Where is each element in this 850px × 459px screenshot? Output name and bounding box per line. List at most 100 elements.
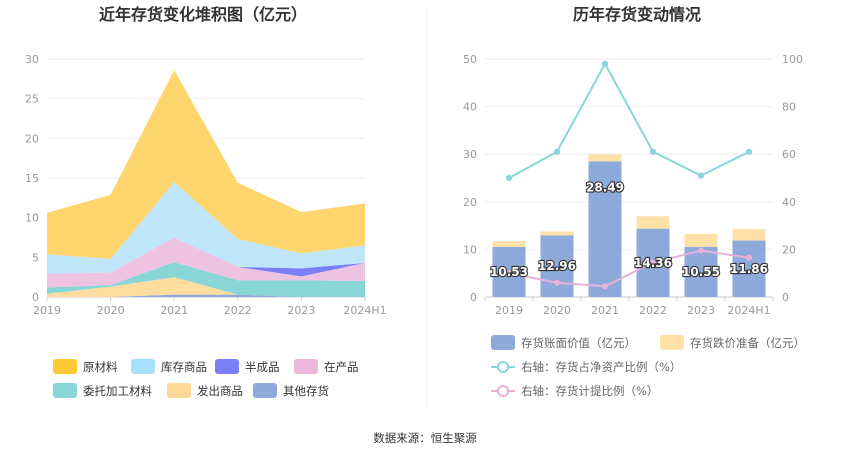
right-legend: 存货账面价值（亿元） 存货跌价准备（亿元） 右轴：存货占净资产比例（%） 右轴：存货计…: [491, 335, 805, 398]
bar-impairment-reserve: [732, 229, 766, 241]
bar-impairment-reserve: [684, 233, 718, 247]
left-x-tick-label: 2024H1: [343, 304, 386, 317]
legend-swatch: [253, 383, 277, 398]
line-point: [745, 148, 753, 155]
legend-marker: [497, 361, 509, 373]
area-series-其他存货: [47, 294, 365, 297]
left-area-series: [47, 70, 365, 297]
left-x-axis: 2019 2020 2021 2022 2023 2024H1: [33, 297, 387, 317]
left-x-tick-label: 2023: [287, 304, 315, 317]
bar-value-label: 11.86: [730, 262, 768, 276]
left-x-tick-label: 2020: [97, 304, 125, 317]
bar-inventory-value: [684, 246, 718, 297]
legend-label: 存货跌价准备（亿元）: [690, 336, 805, 350]
right-right-y-tick-label: 80: [782, 101, 796, 114]
right-right-y-axis: 0 20 40 60 80 100: [782, 53, 803, 304]
right-left-y-tick-label: 20: [463, 196, 477, 209]
legend-swatch: [131, 359, 155, 374]
right-chart-title: 历年存货变动情况: [573, 5, 701, 24]
legend-swatch: [53, 383, 77, 398]
left-x-tick-label: 2021: [160, 304, 188, 317]
line-point: [745, 254, 753, 261]
area-series-在产品: [47, 237, 365, 288]
line-point: [697, 172, 705, 179]
left-y-axis: 0 5 10 15 20 25 30: [25, 53, 39, 304]
right-data-labels: 10.53 12.96 28.49 14.36 10.55 11.86: [489, 179, 769, 280]
area-series-库存商品: [47, 182, 365, 274]
right-left-y-tick-label: 50: [463, 53, 477, 66]
line-point: [553, 148, 561, 155]
legend-swatch: [167, 383, 191, 398]
legend-marker: [497, 385, 509, 397]
line-point: [505, 174, 513, 182]
line-point: [601, 283, 609, 290]
bar-inventory-value: [540, 235, 574, 297]
bar-value-label: 10.53: [490, 265, 528, 279]
bar-value-label: 10.55: [682, 265, 720, 279]
legend-swatch: [53, 359, 77, 374]
line-point: [505, 270, 513, 277]
bar-impairment-reserve: [588, 154, 622, 162]
right-x-tick-label: 2020: [543, 304, 571, 317]
bar-impairment-reserve: [636, 216, 670, 229]
right-x-axis: 2019 2020 2021 2022 2023 2024H1: [484, 297, 774, 317]
bar-impairment-reserve: [492, 241, 526, 247]
legend-label: 原材料: [83, 360, 118, 374]
bar-value-label: 12.96: [538, 259, 576, 273]
right-left-y-tick-label: 40: [463, 101, 477, 114]
bar-inventory-value: [732, 240, 766, 297]
legend-label: 其他存货: [283, 384, 329, 398]
legend-label: 委托加工材料: [83, 384, 152, 398]
legend-swatch: [215, 359, 239, 374]
right-left-y-tick-label: 0: [470, 291, 477, 304]
right-x-tick-label: 2019: [495, 304, 523, 317]
line-series-inventory-ratio: [508, 61, 750, 179]
right-x-tick-label: 2023: [687, 304, 715, 317]
right-left-y-tick-label: 30: [463, 148, 477, 161]
right-right-y-tick-label: 60: [782, 148, 796, 161]
line-point: [649, 148, 657, 155]
right-right-y-tick-label: 40: [782, 196, 796, 209]
right-x-tick-label: 2022: [639, 304, 667, 317]
bar-inventory-value: [588, 161, 622, 297]
data-source-note: 数据来源：恒生聚源: [373, 431, 477, 445]
left-y-tick-label: 20: [25, 132, 39, 145]
left-chart-title: 近年存货变化堆积图（亿元）: [99, 5, 307, 24]
bar-value-label: 14.36: [634, 256, 672, 270]
right-line-series: [505, 60, 753, 290]
left-y-tick-label: 10: [25, 212, 39, 225]
left-y-tick-label: 0: [32, 291, 39, 304]
left-y-tick-label: 25: [25, 93, 39, 106]
legend-swatch: [660, 335, 684, 350]
line-point: [697, 247, 705, 254]
right-bar-series: [492, 154, 766, 297]
bar-impairment-reserve: [540, 231, 574, 236]
area-series-原材料: [47, 70, 365, 259]
left-y-tick-label: 30: [25, 53, 39, 66]
line-point: [601, 60, 609, 67]
left-x-tick-label: 2019: [33, 304, 61, 317]
right-x-tick-label: 2024H1: [727, 304, 770, 317]
right-left-y-axis: 0 10 20 30 40 50: [463, 53, 477, 304]
legend-label: 库存商品: [161, 360, 207, 374]
area-series-委托加工材料: [47, 262, 365, 297]
area-series-发出商品: [47, 277, 365, 297]
legend-label: 右轴：存货占净资产比例（%）: [521, 360, 681, 374]
legend-label: 在产品: [324, 360, 359, 374]
left-x-tick-label: 2022: [224, 304, 252, 317]
line-series-provision-ratio: [508, 249, 750, 288]
line-point: [649, 259, 657, 266]
right-right-y-tick-label: 100: [782, 53, 803, 66]
right-x-tick-label: 2021: [591, 304, 619, 317]
legend-label: 半成品: [245, 360, 280, 374]
line-point: [553, 279, 561, 286]
legend-label: 发出商品: [197, 384, 243, 398]
legend-swatch: [491, 335, 515, 350]
legend-label: 存货账面价值（亿元）: [521, 336, 636, 350]
legend-swatch: [294, 359, 318, 374]
right-left-y-tick-label: 10: [463, 243, 477, 256]
